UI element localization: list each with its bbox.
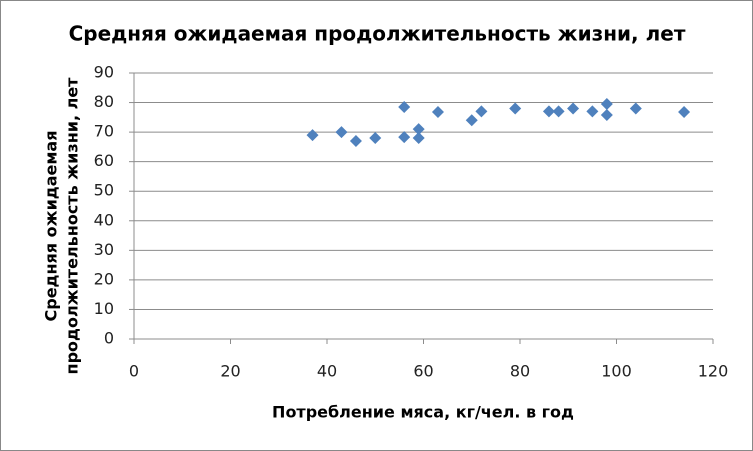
point bbox=[600, 108, 613, 121]
x-axis-title: Потребление мяса, кг/чел. в год bbox=[272, 403, 574, 422]
x-tick-label: 120 bbox=[698, 362, 729, 381]
chart-title: Средняя ожидаемая продолжительность жизн… bbox=[69, 22, 686, 46]
point bbox=[542, 105, 555, 118]
y-tick-label: 50 bbox=[94, 181, 114, 200]
y-axis-title: продолжительность жизни, лет bbox=[63, 77, 82, 375]
point bbox=[586, 105, 599, 118]
point bbox=[398, 131, 411, 144]
point bbox=[629, 102, 642, 115]
point bbox=[412, 123, 425, 136]
point bbox=[475, 105, 488, 118]
y-tick-label: 40 bbox=[94, 210, 114, 229]
y-tick-label: 10 bbox=[94, 299, 114, 318]
x-tick-label: 40 bbox=[317, 362, 337, 381]
point bbox=[567, 102, 580, 115]
y-tick-label: 70 bbox=[94, 122, 114, 141]
point bbox=[369, 132, 382, 145]
point bbox=[465, 114, 478, 127]
point bbox=[306, 129, 319, 142]
x-tick-label: 20 bbox=[220, 362, 240, 381]
y-tick-label: 60 bbox=[94, 151, 114, 170]
point bbox=[335, 126, 348, 139]
point bbox=[678, 106, 691, 119]
y-tick-label: 80 bbox=[94, 92, 114, 111]
point bbox=[600, 98, 613, 111]
point bbox=[431, 106, 444, 119]
point bbox=[509, 102, 522, 115]
x-tick-label: 80 bbox=[510, 362, 530, 381]
point bbox=[349, 134, 362, 147]
point bbox=[552, 105, 565, 118]
point bbox=[398, 100, 411, 113]
y-tick-label: 20 bbox=[94, 269, 114, 288]
x-tick-label: 0 bbox=[129, 362, 139, 381]
x-tick-label: 100 bbox=[601, 362, 632, 381]
x-tick-label: 60 bbox=[413, 362, 433, 381]
y-tick-label: 30 bbox=[94, 240, 114, 259]
y-tick-label: 90 bbox=[94, 63, 114, 82]
y-axis-title: Средняя ожидаемая bbox=[42, 131, 61, 322]
point bbox=[412, 132, 425, 145]
y-tick-label: 0 bbox=[104, 329, 114, 348]
